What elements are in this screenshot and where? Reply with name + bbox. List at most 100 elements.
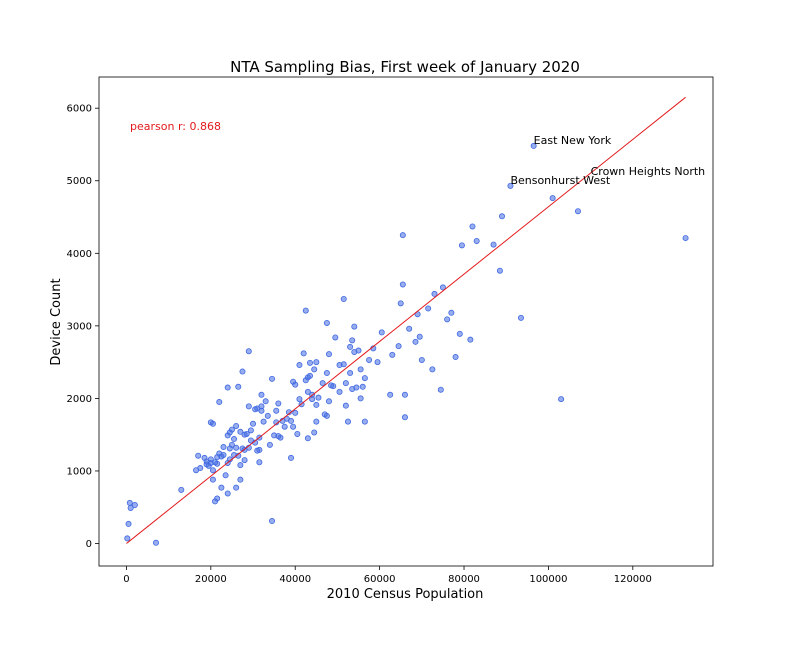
data-point — [387, 391, 394, 398]
data-point — [294, 430, 301, 437]
data-point — [336, 362, 343, 369]
y-tick-label: 4000 — [67, 249, 92, 260]
data-point — [309, 396, 316, 403]
data-point — [311, 429, 318, 436]
data-point — [347, 343, 354, 350]
data-point — [401, 391, 408, 398]
data-point — [347, 370, 354, 377]
data-point — [467, 336, 474, 343]
data-points — [124, 142, 689, 546]
data-point — [254, 447, 261, 454]
data-point — [361, 375, 368, 382]
data-point — [425, 305, 432, 312]
data-point — [209, 476, 216, 483]
data-point — [437, 386, 444, 393]
y-tick-label: 1000 — [67, 466, 92, 477]
data-point — [313, 418, 320, 425]
data-point — [266, 441, 273, 448]
data-point — [233, 422, 240, 429]
data-point — [233, 484, 240, 491]
data-point — [342, 380, 349, 387]
data-point — [292, 409, 299, 416]
data-point — [245, 403, 252, 410]
data-point — [235, 383, 242, 390]
data-point — [359, 383, 366, 390]
data-point — [302, 377, 309, 384]
data-point — [290, 378, 297, 385]
trend-line — [126, 96, 686, 544]
data-point — [264, 412, 271, 419]
y-tick-label: 0 — [86, 539, 92, 550]
data-point — [258, 391, 265, 398]
data-point — [245, 348, 252, 355]
data-point — [357, 395, 364, 402]
data-point — [275, 400, 282, 407]
data-point — [395, 343, 402, 350]
x-axis: 0 20000 40000 60000 80000 100000 120000 — [123, 566, 652, 585]
y-tick-label: 5000 — [67, 176, 92, 187]
data-point — [351, 323, 358, 330]
data-point — [448, 309, 455, 316]
data-point — [288, 454, 295, 461]
data-point — [260, 418, 267, 425]
plot-frame — [98, 76, 714, 567]
data-point — [389, 351, 396, 358]
data-point — [127, 504, 134, 511]
data-point — [499, 213, 506, 220]
data-point — [218, 484, 225, 491]
data-point — [357, 366, 364, 373]
data-point — [507, 182, 514, 189]
data-point — [366, 356, 373, 363]
data-point — [431, 290, 438, 297]
data-point — [412, 338, 419, 345]
data-point — [237, 476, 244, 483]
data-point — [351, 348, 358, 355]
data-point — [126, 499, 133, 506]
chart-title: NTA Sampling Bias, First week of January… — [230, 58, 580, 76]
data-point — [296, 396, 303, 403]
data-point — [237, 428, 244, 435]
data-point — [496, 267, 503, 274]
data-point — [281, 423, 288, 430]
data-point — [323, 370, 330, 377]
data-point — [323, 319, 330, 326]
y-tick-label: 2000 — [67, 394, 92, 405]
data-point — [374, 359, 381, 366]
point-annotation: Bensonhurst West — [510, 174, 610, 187]
data-point — [125, 520, 132, 527]
correlation-label: pearson r: 0.868 — [130, 120, 221, 133]
data-point — [241, 431, 248, 438]
data-point — [517, 314, 524, 321]
data-point — [490, 241, 497, 248]
data-point — [315, 394, 322, 401]
data-point — [682, 235, 689, 242]
data-point — [216, 399, 223, 406]
data-point — [328, 382, 335, 389]
data-point — [250, 420, 257, 427]
data-point — [452, 354, 459, 361]
data-point — [302, 307, 309, 314]
data-point — [342, 402, 349, 409]
data-point — [313, 401, 320, 408]
data-point — [574, 208, 581, 215]
x-axis-label: 2010 Census Population — [327, 587, 484, 602]
data-point — [304, 435, 311, 442]
data-point — [220, 444, 227, 451]
data-point — [325, 398, 332, 405]
data-point — [332, 334, 339, 341]
data-point — [239, 368, 246, 375]
data-point — [336, 388, 343, 395]
data-point — [178, 486, 185, 493]
data-point — [203, 461, 210, 468]
point-annotation: Crown Heights North — [591, 165, 706, 178]
data-point — [296, 362, 303, 369]
data-point — [418, 356, 425, 363]
data-point — [444, 316, 451, 323]
data-point — [300, 350, 307, 357]
data-point — [416, 333, 423, 340]
data-point — [212, 498, 219, 505]
data-point — [406, 325, 413, 332]
data-point — [313, 359, 320, 366]
y-axis: 0 1000 2000 3000 4000 5000 6000 — [67, 104, 99, 550]
